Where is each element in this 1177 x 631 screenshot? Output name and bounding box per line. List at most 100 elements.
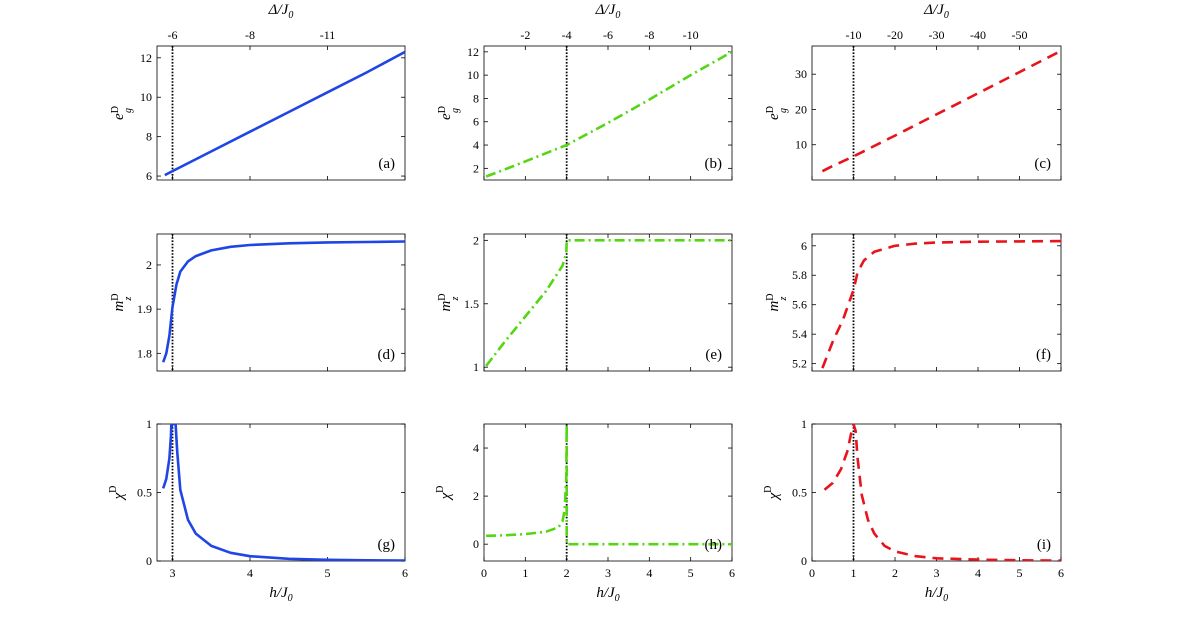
top-axis-label: Δ/J0 [923,2,949,21]
x-tick-label: 1 [851,566,857,580]
panel-label: (d) [378,347,396,363]
y-tick-label: 1 [473,360,479,374]
y-axis-label: mD z [765,293,790,311]
y-tick-label: 10 [467,68,479,82]
axes-frame [811,233,1062,372]
y-tick-label: 2 [473,233,479,247]
x-tick-label: 4 [975,566,981,580]
y-tick-label: 6 [146,169,152,183]
y-tick-label: 1.8 [137,346,152,360]
y-tick-label: 10 [795,138,807,152]
y-tick-label: 0.5 [137,486,152,500]
panel-b: 2 4 6 8 10 12 -2 -4 -6 -8 -10 Δ/J0 eD g (b) [437,2,733,181]
data-series-c [821,49,1061,173]
axes-frame [156,233,406,372]
panel-label: (e) [705,347,722,363]
top-tick-label: -6 [168,28,178,42]
panel-label: (g) [378,537,396,553]
panel-label: (c) [1034,156,1051,172]
data-series-a [164,50,405,177]
y-tick-label: 1 [146,417,152,431]
y-tick-label: 2 [473,489,479,503]
y-tick-label: 5.6 [792,298,807,312]
panel-e: 1 1.5 2 mD z (e) [437,233,733,374]
y-axis-label: eD g [437,106,462,120]
x-tick-label: 5 [688,566,694,580]
top-tick-label: -20 [887,28,903,42]
y-axis-label: eD g [765,106,790,120]
top-tick-label: -4 [562,28,572,42]
x-tick-label: 6 [729,566,735,580]
x-tick-label: 0 [481,566,487,580]
panel-c: 10 20 30 -10 -20 -30 -40 -50 Δ/J0 eD g (c) [765,2,1062,181]
x-tick-label: 3 [605,566,611,580]
x-tick-label: 0 [809,566,815,580]
y-tick-label: 0 [146,554,152,568]
y-tick-label: 4 [473,138,479,152]
data-series-g [161,424,405,561]
y-tick-label: 6 [801,239,807,253]
panel-label: (h) [705,537,723,553]
top-axis-label: Δ/J0 [595,2,621,21]
y-tick-label: 0 [473,537,479,551]
top-tick-label: -8 [644,28,654,42]
axes-frame [156,423,406,562]
axes-frame [483,45,733,181]
top-tick-label: -50 [1012,28,1028,42]
data-series-f [821,239,1061,369]
y-axis-label: mD z [110,293,135,311]
y-tick-label: 0 [801,554,807,568]
top-tick-label: -40 [970,28,986,42]
data-series-e [485,239,732,367]
x-tick-label: 6 [1058,566,1064,580]
y-axis-label: mD z [437,293,462,311]
data-series-b [485,50,732,178]
x-tick-label: 2 [564,566,570,580]
x-axis-label: h/J0 [269,585,292,604]
panel-f: 5.2 5.4 5.6 5.8 6 mD z (f) [765,233,1062,372]
y-tick-label: 4 [473,441,479,455]
y-tick-label: 8 [473,91,479,105]
y-tick-label: 5.4 [792,327,807,341]
y-tick-label: 0.5 [792,486,807,500]
top-tick-label: -10 [846,28,862,42]
top-tick-label: -30 [929,28,945,42]
axes-frame [811,423,1062,562]
top-tick-label: -8 [245,28,255,42]
y-tick-label: 2 [473,161,479,175]
data-series-i [823,424,1061,561]
x-axis-label: h/J0 [925,585,948,604]
panel-label: (i) [1037,537,1051,553]
top-axis-label: Δ/J0 [268,2,294,21]
axes-frame [156,45,406,181]
x-tick-label: 3 [170,566,176,580]
panel-a: 6 8 10 12 -6 -8 -11 Δ/J0 eD g (a) [110,2,406,183]
x-tick-label: 5 [1017,566,1023,580]
y-tick-label: 8 [146,130,152,144]
x-tick-label: 3 [934,566,940,580]
axes-frame [483,233,733,372]
y-tick-label: 20 [795,102,807,116]
x-tick-label: 4 [247,566,253,580]
y-tick-label: 1.5 [464,297,479,311]
y-tick-label: 10 [140,90,152,104]
y-tick-label: 5.8 [792,268,807,282]
y-axis-label: χD [108,486,127,502]
top-tick-label: -6 [603,28,613,42]
y-axis-label: χD [763,486,782,502]
y-tick-label: 2 [146,258,152,272]
panel-label: (a) [378,156,395,172]
x-tick-label: 2 [892,566,898,580]
y-tick-label: 6 [473,115,479,129]
x-tick-label: 1 [522,566,528,580]
axes-frame [483,423,733,562]
y-axis-label: χD [435,486,454,502]
x-tick-label: 5 [325,566,331,580]
y-tick-label: 12 [140,51,152,65]
data-series-h [486,424,732,546]
y-tick-label: 30 [795,67,807,81]
panel-d: 1.8 1.9 2 mD z (d) [110,233,406,372]
panel-g: 3 4 5 6 0 0.5 1 χD h/J0 (g) [108,417,408,604]
y-tick-label: 12 [467,45,479,59]
